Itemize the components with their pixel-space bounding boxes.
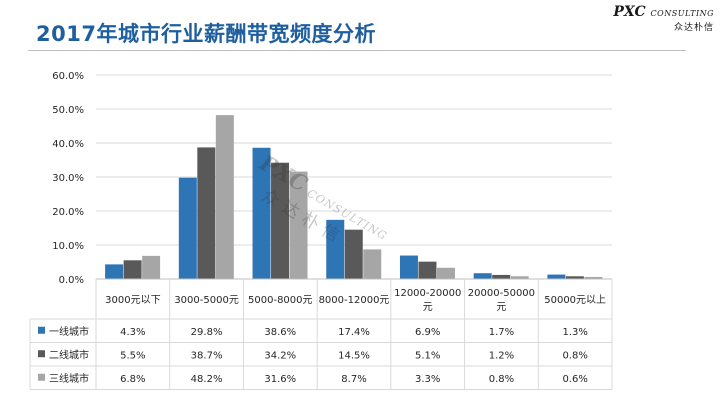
bar bbox=[252, 147, 271, 279]
bar bbox=[289, 171, 308, 279]
bar bbox=[418, 261, 437, 279]
bar bbox=[178, 177, 197, 279]
y-tick-label: 20.0% bbox=[52, 207, 84, 218]
data-label: 6.9% bbox=[415, 327, 440, 338]
y-tick-label: 60.0% bbox=[52, 71, 84, 82]
bar bbox=[326, 219, 345, 279]
data-label: 34.2% bbox=[264, 350, 296, 361]
series-name: 三线城市 bbox=[49, 372, 89, 385]
bar bbox=[510, 276, 529, 279]
category-label: 12000-20000 元 bbox=[394, 288, 461, 313]
data-label: 5.5% bbox=[120, 350, 145, 361]
data-label: 31.6% bbox=[264, 374, 296, 385]
bar bbox=[105, 264, 124, 279]
y-tick-label: 30.0% bbox=[52, 173, 84, 184]
data-label: 0.6% bbox=[562, 374, 587, 385]
data-label: 1.7% bbox=[489, 327, 514, 338]
data-label: 8.7% bbox=[341, 374, 366, 385]
bar bbox=[363, 249, 382, 279]
brand-cn: 众达朴信 bbox=[673, 23, 714, 33]
data-label: 0.8% bbox=[562, 350, 587, 361]
data-label: 1.3% bbox=[562, 327, 587, 338]
data-label: 4.3% bbox=[120, 327, 145, 338]
category-label: 3000-5000元 bbox=[174, 295, 239, 306]
bar bbox=[123, 260, 142, 279]
bar bbox=[399, 255, 418, 279]
legend-key bbox=[38, 373, 45, 381]
category-label: 50000元以上 bbox=[544, 294, 606, 306]
title-divider bbox=[28, 50, 686, 51]
data-label: 48.2% bbox=[191, 374, 223, 385]
brand-name: PXC bbox=[613, 4, 646, 20]
brand-sub: CONSULTING bbox=[650, 9, 714, 18]
bar bbox=[547, 274, 566, 279]
data-label: 5.1% bbox=[415, 350, 440, 361]
series-name: 二线城市 bbox=[49, 348, 89, 361]
bar bbox=[436, 267, 455, 279]
series-name: 一线城市 bbox=[49, 325, 89, 338]
data-label: 38.6% bbox=[264, 327, 296, 338]
bar bbox=[344, 229, 363, 279]
bar bbox=[584, 276, 603, 279]
legend-key bbox=[38, 350, 45, 358]
data-label: 0.8% bbox=[489, 374, 514, 385]
category-label: 8000-12000元 bbox=[319, 295, 390, 306]
bar bbox=[565, 276, 584, 279]
legend-key bbox=[38, 326, 45, 334]
data-label: 14.5% bbox=[338, 350, 370, 361]
page-title: 2017年城市行业薪酬带宽频度分析 bbox=[36, 22, 376, 46]
y-tick-label: 10.0% bbox=[52, 241, 84, 252]
category-label: 5000-8000元 bbox=[248, 295, 313, 306]
bar bbox=[215, 115, 234, 280]
data-label: 17.4% bbox=[338, 327, 370, 338]
data-label: 6.8% bbox=[120, 374, 145, 385]
category-label: 3000元以下 bbox=[105, 295, 160, 306]
bar bbox=[492, 274, 511, 279]
data-label: 38.7% bbox=[191, 350, 223, 361]
data-label: 3.3% bbox=[415, 374, 440, 385]
data-label: 1.2% bbox=[489, 350, 514, 361]
brand-logo: PXC CONSULTING 众达朴信 bbox=[613, 4, 714, 33]
y-tick-label: 40.0% bbox=[52, 139, 84, 150]
bar bbox=[142, 255, 161, 279]
bar bbox=[197, 147, 216, 279]
bar bbox=[473, 273, 492, 279]
y-tick-label: 50.0% bbox=[52, 105, 84, 116]
y-tick-label: 0.0% bbox=[59, 275, 84, 286]
data-label: 29.8% bbox=[191, 327, 223, 338]
bar bbox=[271, 162, 290, 279]
category-label: 20000-50000 元 bbox=[468, 288, 535, 313]
